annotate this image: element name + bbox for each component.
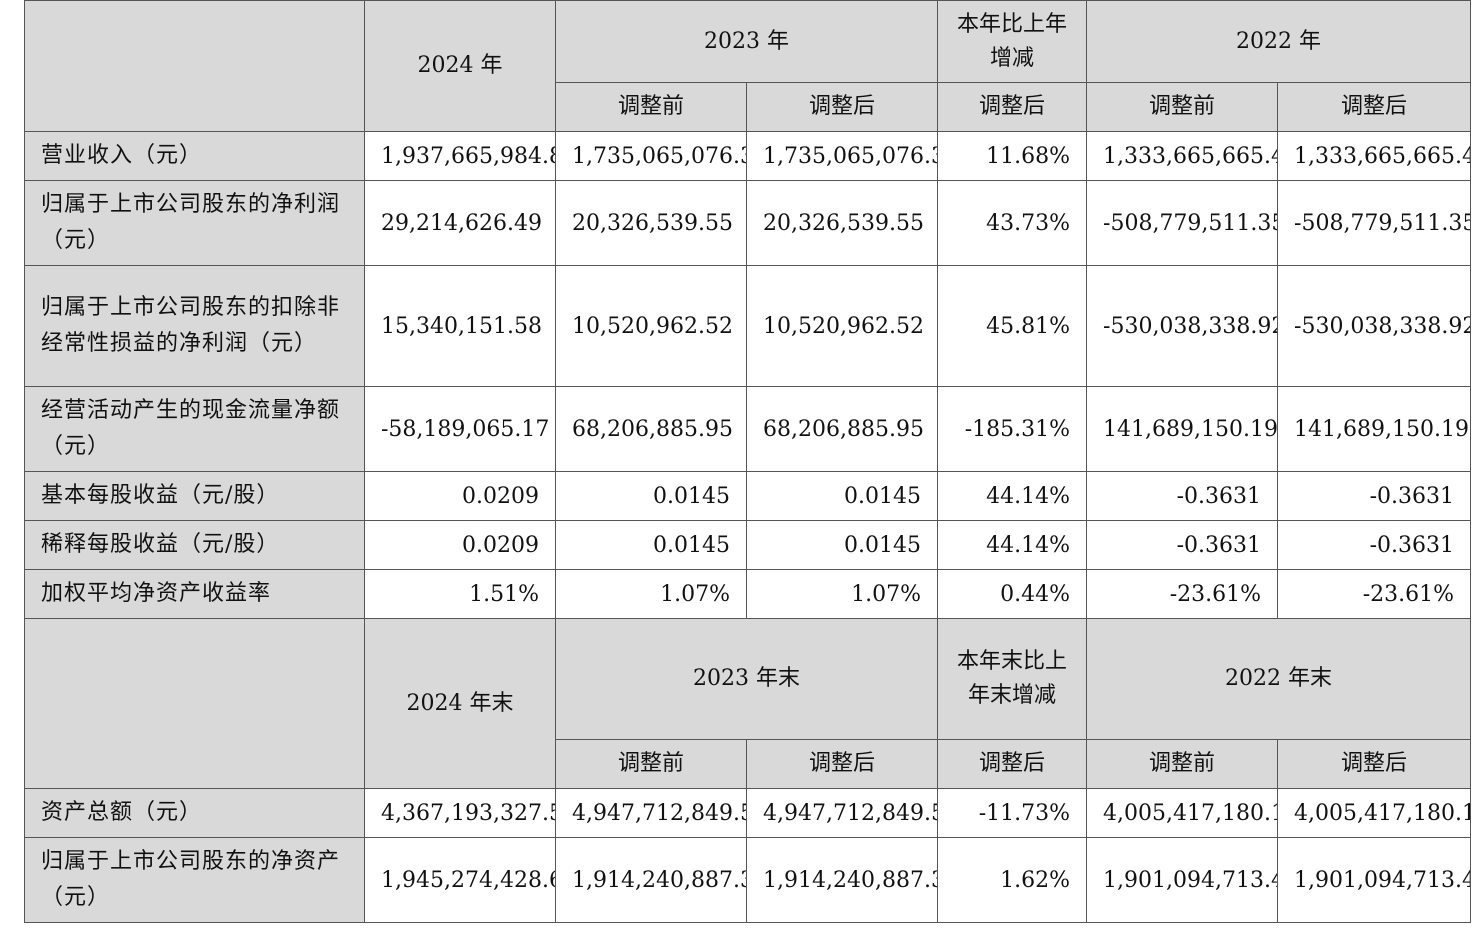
header-yoy-change-end: 本年末比上年末增减 — [937, 618, 1088, 740]
header-2022-end: 2022 年末 — [1086, 618, 1472, 740]
cell-2023-after: 10,520,962.52 — [745, 265, 939, 387]
header-2024: 2024 年 — [364, 0, 556, 132]
table-row: 经营活动产生的现金流量净额（元） -58,189,065.17 68,206,8… — [24, 386, 1472, 472]
cell-change: 44.14% — [937, 520, 1088, 570]
cell-2022-after: -0.3631 — [1277, 520, 1472, 570]
cell-2023-after: 1,914,240,887.31 — [745, 837, 939, 923]
cell-2022-before: -508,779,511.35 — [1086, 180, 1279, 266]
cell-2023-before: 68,206,885.95 — [555, 386, 747, 472]
header-2023-end: 2023 年末 — [554, 618, 939, 740]
cell-2023-after: 0.0145 — [745, 520, 939, 570]
row-label: 归属于上市公司股东的扣除非经常性损益的净利润（元） — [24, 265, 365, 387]
row-label: 资产总额（元） — [24, 788, 365, 838]
cell-2023-before: 1.07% — [555, 569, 747, 619]
cell-2024: 15,340,151.58 — [364, 265, 556, 387]
cell-2023-before: 0.0145 — [555, 520, 747, 570]
cell-2022-before: -0.3631 — [1086, 471, 1279, 521]
cell-2022-after: -530,038,338.92 — [1277, 265, 1472, 387]
subheader-2023-after: 调整后 — [745, 739, 939, 789]
cell-2024: 1.51% — [364, 569, 556, 619]
cell-2023-before: 1,735,065,076.30 — [555, 131, 747, 181]
cell-2022-after: -508,779,511.35 — [1277, 180, 1472, 266]
header-corner-cell — [24, 0, 365, 132]
table-row: 归属于上市公司股东的净资产（元） 1,945,274,428.61 1,914,… — [24, 837, 1472, 923]
cell-2023-after: 0.0145 — [745, 471, 939, 521]
cell-2022-before: -0.3631 — [1086, 520, 1279, 570]
row-label: 稀释每股收益（元/股） — [24, 520, 365, 570]
cell-change: 11.68% — [937, 131, 1088, 181]
cell-2024: 0.0209 — [364, 471, 556, 521]
cell-2022-before: 1,901,094,713.42 — [1086, 837, 1279, 923]
cell-2023-after: 68,206,885.95 — [745, 386, 939, 472]
subheader-2022-before: 调整前 — [1086, 739, 1279, 789]
cell-2022-before: -23.61% — [1086, 569, 1279, 619]
subheader-2023-before: 调整前 — [555, 739, 747, 789]
cell-2023-before: 20,326,539.55 — [555, 180, 747, 266]
table-row: 加权平均净资产收益率 1.51% 1.07% 1.07% 0.44% -23.6… — [24, 569, 1472, 619]
cell-2023-before: 10,520,962.52 — [555, 265, 747, 387]
header-2022: 2022 年 — [1086, 0, 1472, 83]
subheader-2022-after: 调整后 — [1277, 82, 1472, 132]
row-label: 归属于上市公司股东的净利润（元） — [24, 180, 365, 266]
table-row: 基本每股收益（元/股） 0.0209 0.0145 0.0145 44.14% … — [24, 471, 1472, 521]
cell-2022-before: -530,038,338.92 — [1086, 265, 1279, 387]
row-label: 加权平均净资产收益率 — [24, 569, 365, 619]
cell-2024: 0.0209 — [364, 520, 556, 570]
cell-2022-after: 4,005,417,180.14 — [1277, 788, 1472, 838]
cell-2022-before: 4,005,417,180.14 — [1086, 788, 1279, 838]
cell-2023-after: 1.07% — [745, 569, 939, 619]
cell-2023-before: 0.0145 — [555, 471, 747, 521]
row-label: 营业收入（元） — [24, 131, 365, 181]
cell-2022-before: 1,333,665,665.46 — [1086, 131, 1279, 181]
cell-2024: 1,937,665,984.87 — [364, 131, 556, 181]
row-label: 经营活动产生的现金流量净额（元） — [24, 386, 365, 472]
cell-2023-after: 20,326,539.55 — [745, 180, 939, 266]
financial-summary-table: 2024 年 2023 年 本年比上年增减 2022 年 调整前 调整后 调整后… — [24, 0, 1472, 923]
cell-change: 44.14% — [937, 471, 1088, 521]
subheader-2022-after: 调整后 — [1277, 739, 1472, 789]
cell-2024: 29,214,626.49 — [364, 180, 556, 266]
cell-change: -11.73% — [937, 788, 1088, 838]
row-label: 基本每股收益（元/股） — [24, 471, 365, 521]
header-2023: 2023 年 — [554, 0, 939, 83]
cell-2023-before: 4,947,712,849.55 — [555, 788, 747, 838]
cell-2022-after: 1,901,094,713.42 — [1277, 837, 1472, 923]
subheader-2022-before: 调整前 — [1086, 82, 1279, 132]
header-yoy-change: 本年比上年增减 — [937, 0, 1088, 83]
table-row: 归属于上市公司股东的净利润（元） 29,214,626.49 20,326,53… — [24, 180, 1472, 266]
cell-2024: 1,945,274,428.61 — [364, 837, 556, 923]
subheader-2023-after: 调整后 — [745, 82, 939, 132]
row-label: 归属于上市公司股东的净资产（元） — [24, 837, 365, 923]
cell-2024: 4,367,193,327.59 — [364, 788, 556, 838]
subheader-change-after: 调整后 — [937, 82, 1088, 132]
cell-2022-after: 141,689,150.19 — [1277, 386, 1472, 472]
cell-2024: -58,189,065.17 — [364, 386, 556, 472]
header-corner-cell — [24, 618, 365, 789]
cell-change: -185.31% — [937, 386, 1088, 472]
cell-change: 43.73% — [937, 180, 1088, 266]
table-row: 归属于上市公司股东的扣除非经常性损益的净利润（元） 15,340,151.58 … — [24, 265, 1472, 387]
cell-2023-after: 4,947,712,849.55 — [745, 788, 939, 838]
cell-2022-before: 141,689,150.19 — [1086, 386, 1279, 472]
table-row: 资产总额（元） 4,367,193,327.59 4,947,712,849.5… — [24, 788, 1472, 838]
cell-2023-after: 1,735,065,076.30 — [745, 131, 939, 181]
cell-2022-after: 1,333,665,665.46 — [1277, 131, 1472, 181]
cell-change: 45.81% — [937, 265, 1088, 387]
cell-2022-after: -23.61% — [1277, 569, 1472, 619]
cell-change: 0.44% — [937, 569, 1088, 619]
subheader-2023-before: 调整前 — [555, 82, 747, 132]
cell-change: 1.62% — [937, 837, 1088, 923]
subheader-change-after: 调整后 — [937, 739, 1088, 789]
header-2024-end: 2024 年末 — [364, 618, 556, 789]
table-row: 稀释每股收益（元/股） 0.0209 0.0145 0.0145 44.14% … — [24, 520, 1472, 570]
cell-2023-before: 1,914,240,887.31 — [555, 837, 747, 923]
cell-2022-after: -0.3631 — [1277, 471, 1472, 521]
table-row: 营业收入（元） 1,937,665,984.87 1,735,065,076.3… — [24, 131, 1472, 181]
